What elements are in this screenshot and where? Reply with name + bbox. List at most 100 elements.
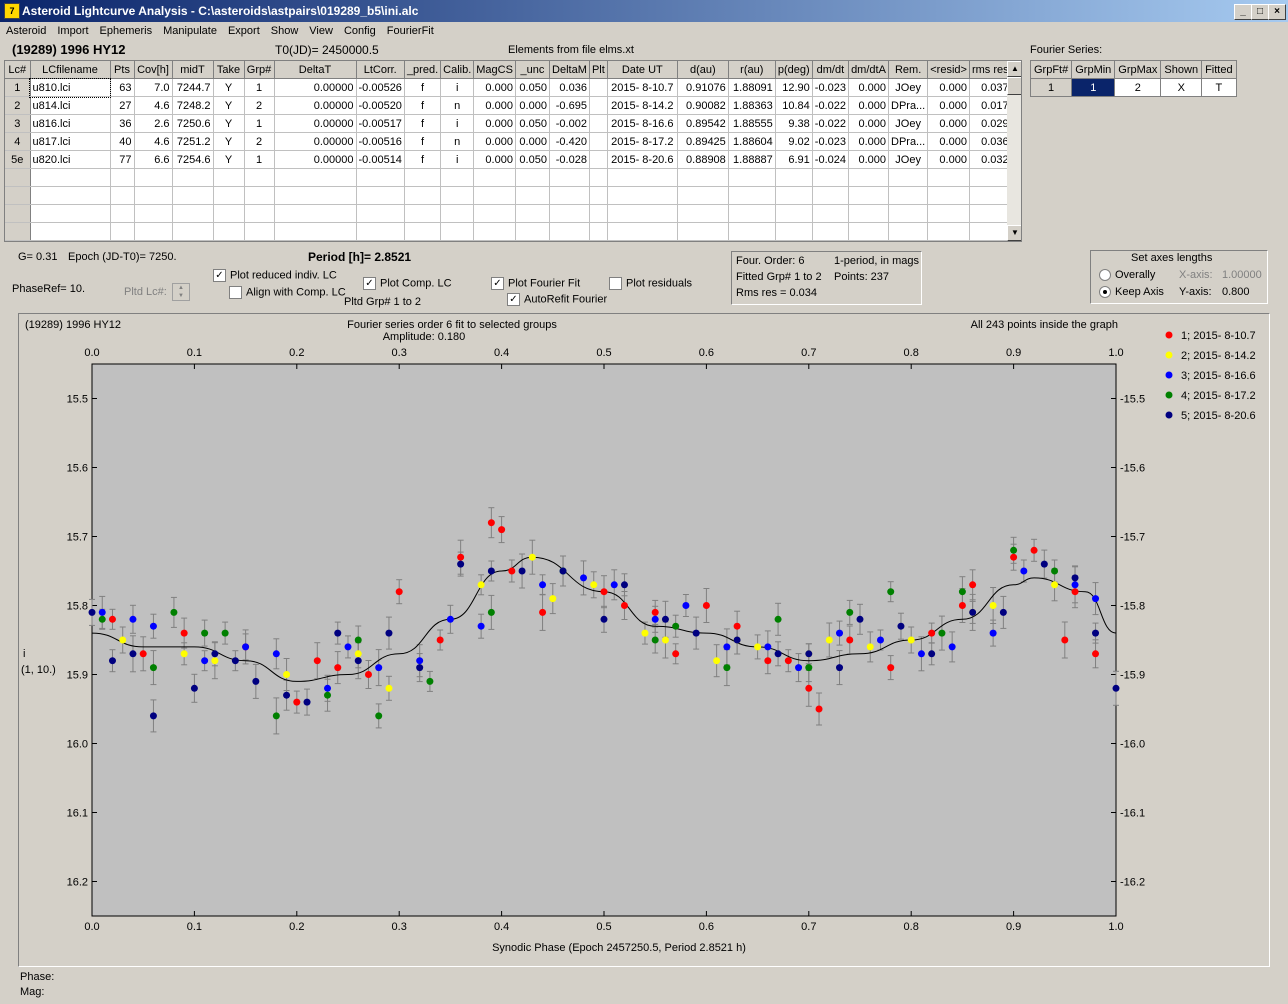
table-cell[interactable]: 7250.6: [172, 114, 214, 133]
table-cell[interactable]: -0.023: [812, 132, 850, 151]
table-cell[interactable]: [677, 186, 729, 205]
menu-import[interactable]: Import: [57, 25, 89, 37]
table-cell[interactable]: [607, 222, 678, 241]
table-cell[interactable]: 0.032: [969, 150, 1012, 169]
minimize-button[interactable]: _: [1234, 4, 1252, 20]
table-cell[interactable]: [244, 204, 275, 223]
table-cell[interactable]: 0.000: [927, 78, 970, 97]
grid-col-header[interactable]: d(au): [677, 61, 729, 79]
table-cell[interactable]: 6.91: [775, 150, 813, 169]
table-cell[interactable]: 63: [110, 78, 135, 97]
table-cell[interactable]: 1.88363: [728, 96, 776, 115]
fourier-cell[interactable]: 1: [1029, 78, 1073, 97]
grid-col-header[interactable]: Pts: [110, 61, 135, 79]
table-cell[interactable]: Y: [213, 78, 245, 97]
table-cell[interactable]: [927, 168, 970, 187]
table-cell[interactable]: f: [404, 132, 442, 151]
table-cell[interactable]: 0.89542: [677, 114, 729, 133]
table-cell[interactable]: [969, 168, 1012, 187]
grid-col-header[interactable]: _unc: [515, 61, 550, 79]
table-cell[interactable]: [969, 204, 1012, 223]
table-cell[interactable]: 0.017: [969, 96, 1012, 115]
table-cell[interactable]: 2015- 8-20.6: [607, 150, 678, 169]
table-cell[interactable]: i: [440, 78, 475, 97]
table-cell[interactable]: [404, 186, 442, 205]
table-cell[interactable]: 0.000: [473, 96, 516, 115]
table-cell[interactable]: f: [404, 78, 442, 97]
table-cell[interactable]: [589, 222, 608, 241]
table-cell[interactable]: [848, 222, 889, 241]
table-cell[interactable]: 0.000: [848, 150, 889, 169]
table-cell[interactable]: u820.lci: [30, 150, 111, 169]
plot-residuals-checkbox[interactable]: Plot residuals: [609, 277, 692, 290]
table-cell[interactable]: [134, 222, 173, 241]
table-cell[interactable]: [473, 168, 516, 187]
table-cell[interactable]: [440, 222, 475, 241]
table-cell[interactable]: [30, 186, 111, 205]
table-cell[interactable]: 0.88908: [677, 150, 729, 169]
grid-col-header[interactable]: Date UT: [607, 61, 678, 79]
table-cell[interactable]: [888, 222, 929, 241]
table-cell[interactable]: 1: [244, 78, 275, 97]
grid-col-header[interactable]: r(au): [728, 61, 776, 79]
table-cell[interactable]: [677, 204, 729, 223]
table-cell[interactable]: 0.00000: [274, 150, 357, 169]
table-cell[interactable]: [677, 168, 729, 187]
row-header[interactable]: 4: [5, 132, 31, 151]
empty-row[interactable]: [5, 204, 1012, 223]
grid-col-header[interactable]: midT: [172, 61, 214, 79]
table-cell[interactable]: -0.022: [812, 114, 850, 133]
table-cell[interactable]: n: [440, 132, 475, 151]
table-cell[interactable]: [775, 168, 813, 187]
table-cell[interactable]: [274, 168, 357, 187]
table-cell[interactable]: -0.00520: [356, 96, 405, 115]
table-cell[interactable]: 1: [244, 114, 275, 133]
table-cell[interactable]: 1.88555: [728, 114, 776, 133]
table-cell[interactable]: [244, 186, 275, 205]
table-cell[interactable]: u816.lci: [30, 114, 111, 133]
plot-reduced-checkbox[interactable]: ✓ Plot reduced indiv. LC: [213, 269, 337, 282]
table-cell[interactable]: f: [404, 114, 442, 133]
table-cell[interactable]: [589, 78, 608, 97]
table-cell[interactable]: 2015- 8-10.7: [607, 78, 678, 97]
fourier-cell[interactable]: 2: [1114, 78, 1162, 97]
align-comp-checkbox[interactable]: Align with Comp. LC: [229, 286, 346, 299]
table-cell[interactable]: 0.050: [515, 150, 550, 169]
table-cell[interactable]: [172, 222, 214, 241]
grid-col-header[interactable]: DeltaM: [549, 61, 590, 79]
table-cell[interactable]: 0.050: [515, 78, 550, 97]
table-cell[interactable]: DPra...: [888, 96, 929, 115]
table-cell[interactable]: [515, 222, 550, 241]
grid-col-header[interactable]: Grp#: [244, 61, 275, 79]
table-cell[interactable]: [728, 222, 776, 241]
table-cell[interactable]: DPra...: [888, 132, 929, 151]
keep-axis-radio[interactable]: Keep Axis: [1099, 286, 1164, 299]
table-cell[interactable]: [172, 168, 214, 187]
grid-col-header[interactable]: Rem.: [888, 61, 929, 79]
menu-ephemeris[interactable]: Ephemeris: [99, 25, 153, 37]
table-cell[interactable]: [589, 96, 608, 115]
table-cell[interactable]: [172, 186, 214, 205]
table-cell[interactable]: [589, 168, 608, 187]
table-cell[interactable]: [244, 222, 275, 241]
table-cell[interactable]: [607, 168, 678, 187]
table-cell[interactable]: 0.90082: [677, 96, 729, 115]
grid-col-header[interactable]: p(deg): [775, 61, 813, 79]
table-cell[interactable]: 0.000: [848, 132, 889, 151]
scroll-up-icon[interactable]: ▲: [1007, 61, 1021, 77]
table-cell[interactable]: JOey: [888, 150, 929, 169]
fourier-cell[interactable]: X: [1160, 78, 1203, 97]
table-cell[interactable]: 77: [110, 150, 135, 169]
table-cell[interactable]: [775, 186, 813, 205]
table-cell[interactable]: [274, 222, 357, 241]
menu-manipulate[interactable]: Manipulate: [163, 25, 217, 37]
table-cell[interactable]: [274, 186, 357, 205]
table-cell[interactable]: 0.000: [473, 78, 516, 97]
table-cell[interactable]: [134, 204, 173, 223]
table-cell[interactable]: [110, 222, 135, 241]
menu-config[interactable]: Config: [343, 25, 376, 37]
row-header[interactable]: 3: [5, 114, 31, 133]
table-cell[interactable]: 0.89425: [677, 132, 729, 151]
table-cell[interactable]: [356, 186, 405, 205]
table-cell[interactable]: [213, 186, 245, 205]
